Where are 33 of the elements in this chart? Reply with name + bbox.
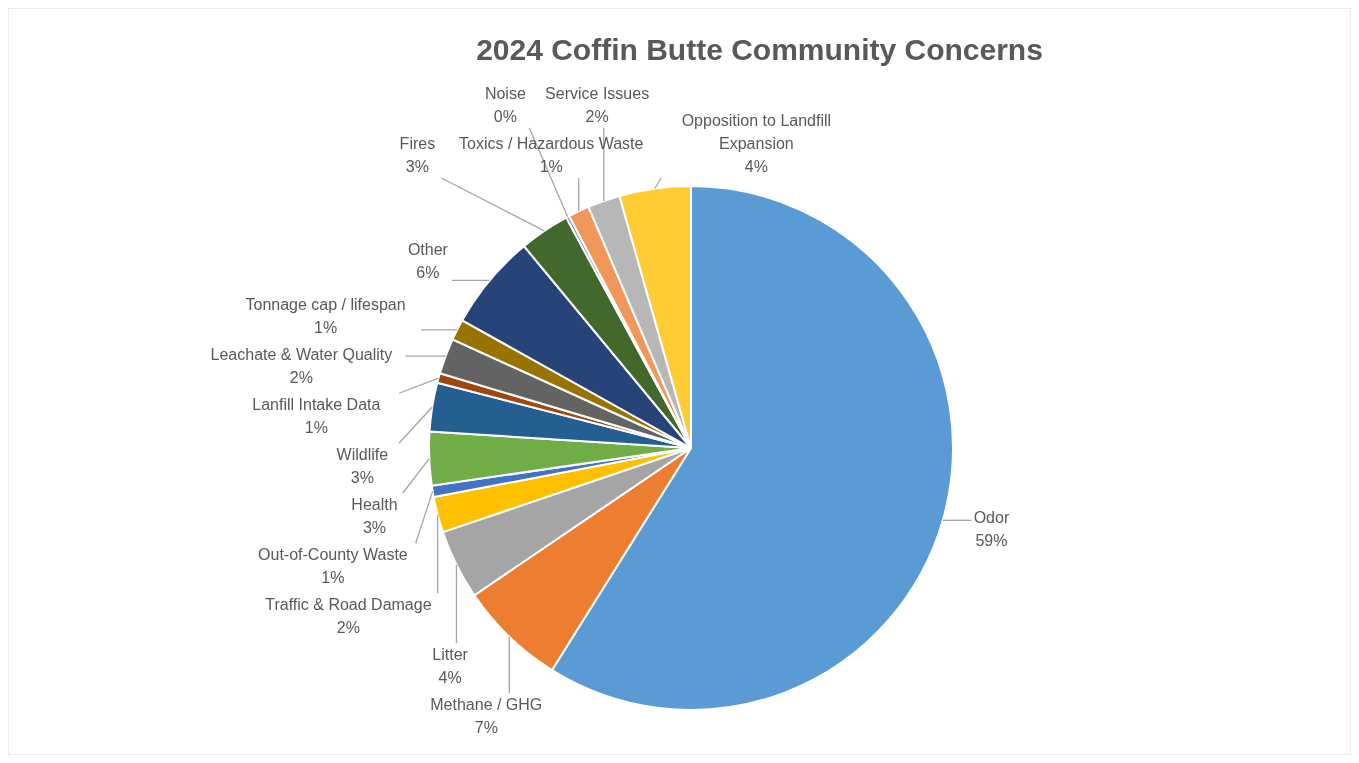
slice-label: Out-of-County Waste (258, 546, 408, 564)
data-label: 3% (405, 158, 429, 175)
data-label: 1% (321, 569, 345, 587)
data-label: 4% (438, 669, 462, 687)
slice-label: Fires (399, 135, 436, 152)
data-label: 4% (744, 158, 768, 175)
slice-label: Opposition to Landfill Expansion (681, 112, 832, 152)
chart-title: 2024 Coffin Butte Community Concerns (476, 33, 1043, 66)
slice-label: Litter (432, 646, 469, 664)
slice-label: Wildlife (336, 446, 389, 464)
slice-label: Lanfill Intake Data (252, 396, 381, 414)
data-label: 7% (474, 719, 498, 737)
data-label: 6% (416, 264, 440, 282)
data-label: 3% (350, 469, 374, 487)
slice-label: Toxics / Hazardous Waste (459, 135, 644, 152)
data-label: 2% (585, 108, 609, 125)
data-label: 0% (493, 108, 517, 125)
data-label: 2% (289, 369, 313, 387)
data-label: 3% (362, 519, 387, 537)
data-label: 1% (304, 419, 328, 437)
slice-label: Other (407, 241, 449, 259)
slice-label: Traffic & Road Damage (265, 596, 432, 614)
data-label: 2% (336, 619, 360, 637)
slice-label: Health (351, 496, 398, 514)
slice-label: Service Issues (545, 85, 650, 102)
data-label: 1% (314, 319, 338, 337)
slice-label: Noise (484, 85, 526, 102)
slice-label: Odor (973, 508, 1010, 526)
slice-label: Tonnage cap / lifespan (245, 296, 406, 314)
slice-label: Leachate & Water Quality (210, 346, 393, 364)
data-label: 59% (975, 531, 1008, 549)
slice-label: Methane / GHG (430, 696, 543, 714)
data-label: 1% (539, 158, 563, 175)
